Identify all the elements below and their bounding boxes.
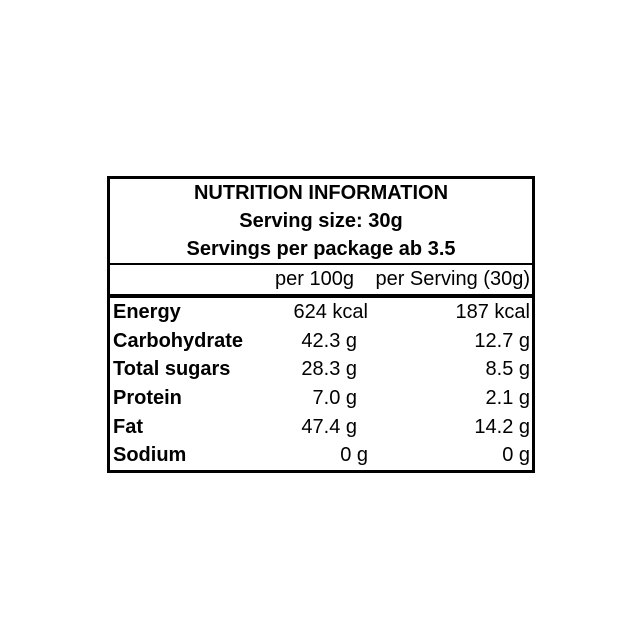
value-per-serving: 0 g [502,444,530,467]
nutrient-row-total-sugars: Total sugars 28.3 g 8.5 g [110,355,532,384]
nutrient-label: Energy [113,300,181,323]
column-header-per-100g: per 100g [275,268,354,290]
value-per-100g: 0 g [340,444,368,467]
nutrient-label: Sodium [113,444,187,467]
serving-size-line: Serving size: 30g [239,210,403,232]
nutrition-table: NUTRITION INFORMATION Serving size: 30g … [107,176,535,473]
column-header-separator [110,294,532,298]
nutrient-label: Fat [113,415,143,438]
table-header-block: NUTRITION INFORMATION Serving size: 30g … [110,179,532,263]
nutrient-row-energy: Energy 624 kcal 187 kcal [110,298,532,327]
nutrient-rows: Energy 624 kcal 187 kcal Carbohydrate 42… [110,298,532,470]
nutrient-label: Protein [113,386,182,409]
table-title: NUTRITION INFORMATION [193,182,449,204]
value-per-100g: 7.0 g [312,386,357,409]
value-per-100g: 47.4 g [301,415,357,438]
value-per-serving: 187 kcal [455,300,531,323]
value-per-100g: 624 kcal [293,300,369,323]
value-per-serving: 14.2 g [474,415,530,438]
servings-per-package-line: Servings per package ab 3.5 [186,238,456,260]
column-header-row: per 100g per Serving (30g) [110,265,532,294]
nutrient-label: Total sugars [113,358,231,381]
nutrient-row-carbohydrate: Carbohydrate 42.3 g 12.7 g [110,327,532,356]
column-header-per-serving: per Serving (30g) [375,268,530,290]
nutrient-row-fat: Fat 47.4 g 14.2 g [110,413,532,442]
value-per-100g: 28.3 g [301,358,357,381]
value-per-100g: 42.3 g [301,329,357,352]
value-per-serving: 12.7 g [474,329,530,352]
nutrient-label: Carbohydrate [113,329,244,352]
value-per-serving: 2.1 g [485,386,530,409]
nutrient-row-sodium: Sodium 0 g 0 g [110,441,532,470]
header-separator [110,263,532,265]
value-per-serving: 8.5 g [485,358,530,381]
nutrient-row-protein: Protein 7.0 g 2.1 g [110,384,532,413]
